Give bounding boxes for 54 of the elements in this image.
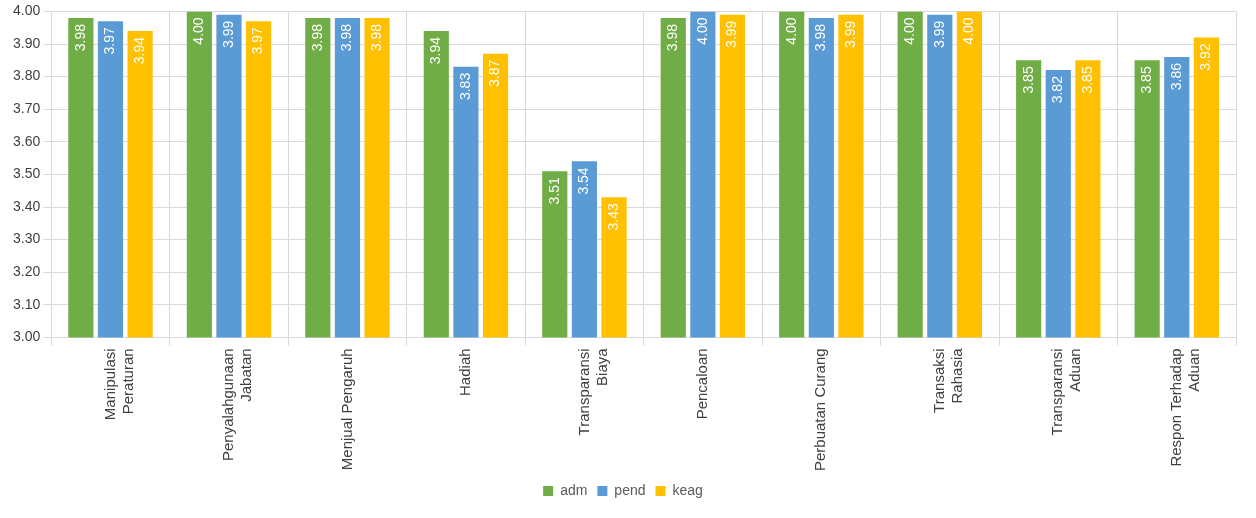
data-label: 3.54 [575, 167, 592, 195]
y-tick-label: 3.20 [13, 263, 41, 280]
x-tick-label: Transparansi Aduan [1048, 348, 1084, 436]
x-tick-label: Transaksi Rahasia [929, 347, 965, 413]
data-label: 3.98 [308, 23, 325, 52]
legend-label: pend [614, 481, 646, 498]
data-label: 3.94 [130, 36, 147, 65]
legend-label: adm [560, 481, 588, 498]
data-label: 3.82 [1049, 75, 1066, 104]
x-tick-label: Hadiah [456, 348, 474, 396]
x-tick-label: Pencaloan [693, 348, 710, 420]
y-tick-label: 3.30 [13, 230, 41, 247]
y-tick-label: 3.70 [13, 100, 41, 117]
data-label: 3.85 [1078, 66, 1095, 94]
data-label: 3.85 [1138, 66, 1154, 94]
data-label: 3.86 [1167, 62, 1184, 91]
data-label: 3.87 [486, 59, 503, 88]
data-label: 3.99 [723, 20, 740, 48]
data-label: 3.43 [604, 203, 621, 231]
data-label: 3.99 [219, 20, 236, 48]
data-label: 3.92 [1197, 43, 1214, 71]
data-label: 3.94 [427, 36, 444, 65]
data-label: 3.97 [249, 26, 266, 55]
y-tick-label: 4.00 [13, 2, 41, 19]
x-tick-label: Transparansi Biaya [574, 347, 610, 436]
legend-label: keag [672, 481, 703, 498]
y-tick-label: 3.60 [13, 132, 41, 149]
data-label: 4.00 [960, 17, 977, 45]
data-label: 4.00 [190, 17, 207, 45]
data-label: 3.98 [367, 23, 384, 52]
data-label: 3.98 [71, 23, 88, 52]
data-label: 3.98 [664, 23, 681, 52]
y-tick-label: 3.80 [13, 67, 41, 84]
data-label: 3.99 [841, 20, 858, 48]
data-label: 3.98 [338, 23, 355, 52]
y-tick-label: 3.40 [13, 197, 41, 214]
data-label: 3.51 [545, 176, 562, 205]
y-tick-label: 3.50 [13, 165, 41, 182]
data-label: 3.97 [101, 26, 118, 55]
data-label: 3.85 [1019, 66, 1036, 94]
data-label: 3.99 [930, 20, 947, 48]
data-label: 4.00 [782, 17, 799, 45]
x-tick-label: Penyalahgunaan Jabatan [219, 348, 255, 462]
y-tick-label: 3.10 [13, 295, 41, 312]
x-tick-label: Respon Terhadap Aduan [1166, 348, 1202, 467]
data-label: 4.00 [901, 17, 918, 45]
data-label: 4.00 [693, 17, 710, 45]
data-label: 3.98 [812, 23, 829, 52]
data-label: 3.83 [456, 72, 473, 101]
x-tick-label: Manipulasi Peraturan [100, 348, 136, 421]
y-tick-label: 3.00 [13, 328, 41, 345]
x-tick-label: Perbuatan Curang [811, 348, 829, 472]
x-tick-label: Menjual Pengaruh [337, 348, 355, 471]
y-tick-label: 3.90 [13, 34, 41, 51]
